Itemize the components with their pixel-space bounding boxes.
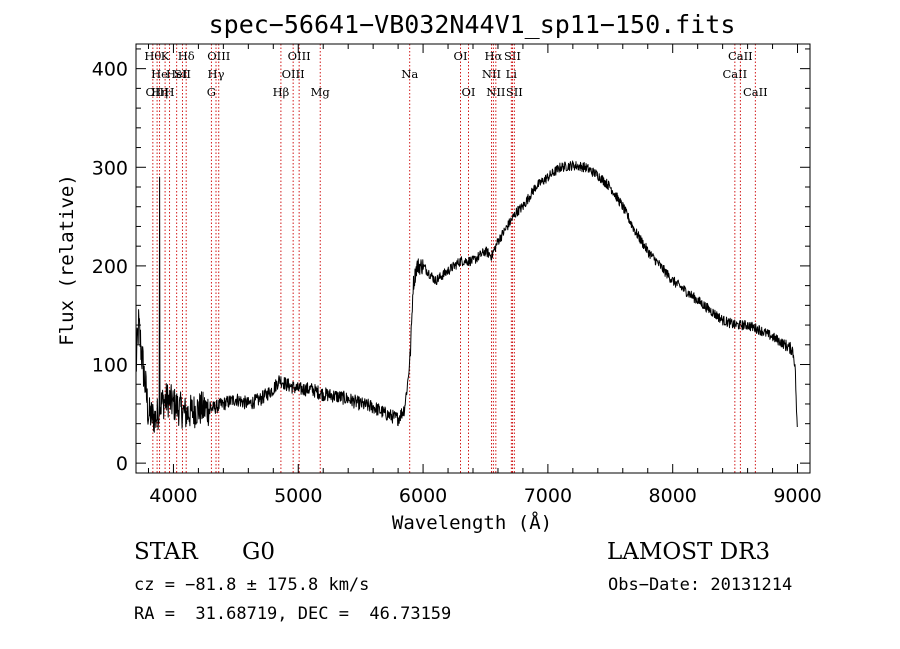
line-marker-label: H [165, 85, 175, 99]
emission-line-markers: HθOIIIHeHηKHHeISIIHδGHγOIIIHβOIIIOIIIMgN… [144, 44, 768, 473]
y-tick-label: 400 [92, 59, 128, 81]
redshift-readout: cz = −81.8 ± 175.8 km/s [134, 575, 370, 595]
line-marker-label: K [161, 49, 170, 63]
y-tick-label: 100 [92, 355, 128, 377]
line-marker-label: NII [486, 85, 505, 99]
line-marker-label: Hδ [178, 49, 195, 63]
x-axis-label: Wavelength (Å) [392, 511, 552, 534]
line-marker-label: HeI [166, 67, 187, 81]
x-tick-label: 6000 [399, 485, 447, 507]
line-marker-label: CaII [728, 49, 753, 63]
survey-name: LAMOST DR3 [607, 539, 771, 565]
line-marker-label: OIII [207, 49, 230, 63]
line-marker-label: SII [506, 85, 523, 99]
x-tick-label: 8000 [649, 485, 697, 507]
object-subclass: G0 [242, 539, 276, 565]
line-marker-label: Na [401, 67, 418, 81]
line-marker-label: SII [504, 49, 521, 63]
y-tick-label: 300 [92, 157, 128, 179]
line-marker-label: OIII [282, 67, 305, 81]
x-tick-label: 9000 [773, 485, 821, 507]
line-marker-label: OI [454, 49, 468, 63]
y-tick-label: 200 [92, 256, 128, 278]
line-marker-label: Li [506, 67, 518, 81]
line-marker-label: G [207, 85, 216, 99]
line-marker-label: Hη [151, 85, 168, 99]
axis-ticks: 4000 5000 6000 7000 8000 9000 0 100 200 300 400 [92, 44, 822, 507]
line-marker-label: Hγ [208, 67, 225, 81]
line-marker-label: CaII [722, 67, 747, 81]
y-axis-label: Flux (relative) [56, 174, 78, 346]
spectrum-series [135, 160, 798, 433]
observation-date: Obs−Date: 20131214 [608, 575, 793, 595]
y-tick-label: 0 [116, 453, 128, 475]
chart-title: spec−56641−VB032N44V1_sp11−150.fits [209, 10, 736, 39]
line-marker-label: Hβ [273, 85, 290, 99]
line-marker-label: OIII [288, 49, 311, 63]
line-marker-label: SII [174, 67, 191, 81]
object-class: STAR [134, 539, 198, 565]
x-tick-label: 7000 [524, 485, 572, 507]
x-tick-label: 4000 [149, 485, 197, 507]
line-marker-label: Hθ [144, 49, 161, 63]
coordinates-readout: RA = 31.68719, DEC = 46.73159 [134, 604, 452, 624]
line-marker-label: OI [462, 85, 476, 99]
spectrum-line [135, 160, 798, 433]
x-tick-label: 5000 [274, 485, 322, 507]
line-marker-label: Hα [484, 49, 502, 63]
line-marker-label: Mg [311, 85, 331, 99]
line-marker-label: NII [482, 67, 501, 81]
line-marker-label: OIII [146, 85, 169, 99]
line-marker-label: He [151, 67, 168, 81]
line-marker-label: CaII [743, 85, 768, 99]
